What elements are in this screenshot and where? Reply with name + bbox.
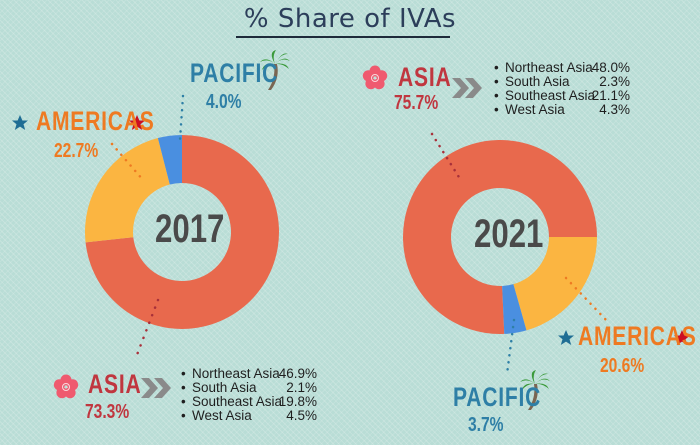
- subregion-name: South Asia: [192, 380, 257, 395]
- bullet: •: [181, 408, 186, 423]
- star-icon: [558, 330, 574, 345]
- region-name: AMERICAS: [36, 106, 155, 136]
- region-percentage: 22.7%: [54, 140, 99, 162]
- year-label: 2021: [474, 212, 544, 256]
- asia-value-2021: 75.7%: [394, 92, 451, 115]
- subregion-name: Northeast Asia: [192, 366, 280, 381]
- bullet: •: [494, 60, 499, 75]
- year-label: 2017: [155, 207, 225, 251]
- double-chevron-icon: [452, 78, 482, 98]
- region-percentage: 75.7%: [394, 92, 439, 114]
- segment-asia-2017: [85, 135, 280, 329]
- region-percentage: 3.7%: [468, 414, 504, 436]
- subregion-value: 2.3%: [599, 74, 630, 89]
- region-name: PACIFIC: [453, 382, 542, 412]
- region-percentage: 20.6%: [600, 355, 645, 377]
- region-name: ASIA: [398, 62, 452, 92]
- region-name: AMERICAS: [578, 321, 697, 351]
- segment-americas-2017: [85, 138, 170, 243]
- double-chevron-icon: [141, 378, 171, 398]
- americas-label-2017: AMERICAS: [36, 106, 188, 137]
- star-icon: [12, 115, 28, 130]
- americas-value-2017: 22.7%: [54, 140, 111, 163]
- subregion-value: 19.8%: [278, 394, 317, 409]
- bullet: •: [181, 366, 186, 381]
- asia-breakdown-list-2017: • Northeast Asia 46.9% • South Asia 2.1%…: [181, 366, 317, 426]
- subregion-value: 4.5%: [286, 408, 317, 423]
- segment-pacific-2017: [157, 135, 182, 185]
- americas-label-2021: AMERICAS: [578, 321, 700, 352]
- subregion-name: Northeast Asia: [505, 60, 593, 75]
- asia-label-2021: ASIA: [398, 62, 467, 93]
- center-label-2021: 2021: [474, 212, 563, 257]
- subregion-value: 2.1%: [286, 380, 317, 395]
- subregion-name: Southeast Asia: [505, 88, 596, 103]
- donut-2021: [402, 139, 597, 334]
- flower-icon: [53, 374, 79, 399]
- pacific-value-2021: 3.7%: [468, 414, 514, 437]
- asia-value-2017: 73.3%: [85, 401, 142, 424]
- segment-pacific-2021: [502, 284, 527, 334]
- region-percentage: 73.3%: [85, 401, 130, 423]
- pacific-label-2017: PACIFIC: [190, 58, 303, 89]
- region-percentage: 4.0%: [206, 91, 242, 113]
- subregion-value: 46.9%: [278, 366, 317, 381]
- palm-tree-icon: [520, 370, 550, 410]
- subregion-name: West Asia: [192, 408, 252, 423]
- center-label-2017: 2017: [155, 207, 244, 252]
- title-underline: [236, 36, 450, 38]
- subregion-value: 4.3%: [599, 102, 630, 117]
- star-icon: [129, 115, 145, 130]
- segment-asia-2021: [402, 139, 597, 334]
- asia-label-2017: ASIA: [88, 369, 157, 400]
- bullet: •: [181, 380, 186, 395]
- subregion-value: 21.1%: [591, 88, 630, 103]
- bullet: •: [494, 74, 499, 89]
- subregion-name: South Asia: [505, 74, 570, 89]
- page-title: % Share of IVAs: [243, 4, 457, 34]
- donut-2017: [85, 135, 280, 329]
- region-name: ASIA: [88, 369, 142, 399]
- asia-breakdown-list-2021: • Northeast Asia 48.0% • South Asia 2.3%…: [494, 60, 630, 120]
- subregion-name: West Asia: [505, 102, 565, 117]
- bullet: •: [181, 394, 186, 409]
- bullet: •: [494, 88, 499, 103]
- flower-icon: [362, 65, 388, 90]
- pacific-value-2017: 4.0%: [206, 91, 252, 114]
- bullet: •: [494, 102, 499, 117]
- subregion-value: 48.0%: [591, 60, 630, 75]
- region-name: PACIFIC: [190, 58, 279, 88]
- star-icon: [674, 330, 690, 345]
- pacific-label-2021: PACIFIC: [453, 382, 566, 413]
- segment-americas-2021: [513, 237, 597, 331]
- leader-lines: [110, 94, 610, 376]
- subregion-name: Southeast Asia: [192, 394, 283, 409]
- americas-value-2021: 20.6%: [600, 355, 657, 378]
- palm-tree-icon: [260, 50, 290, 90]
